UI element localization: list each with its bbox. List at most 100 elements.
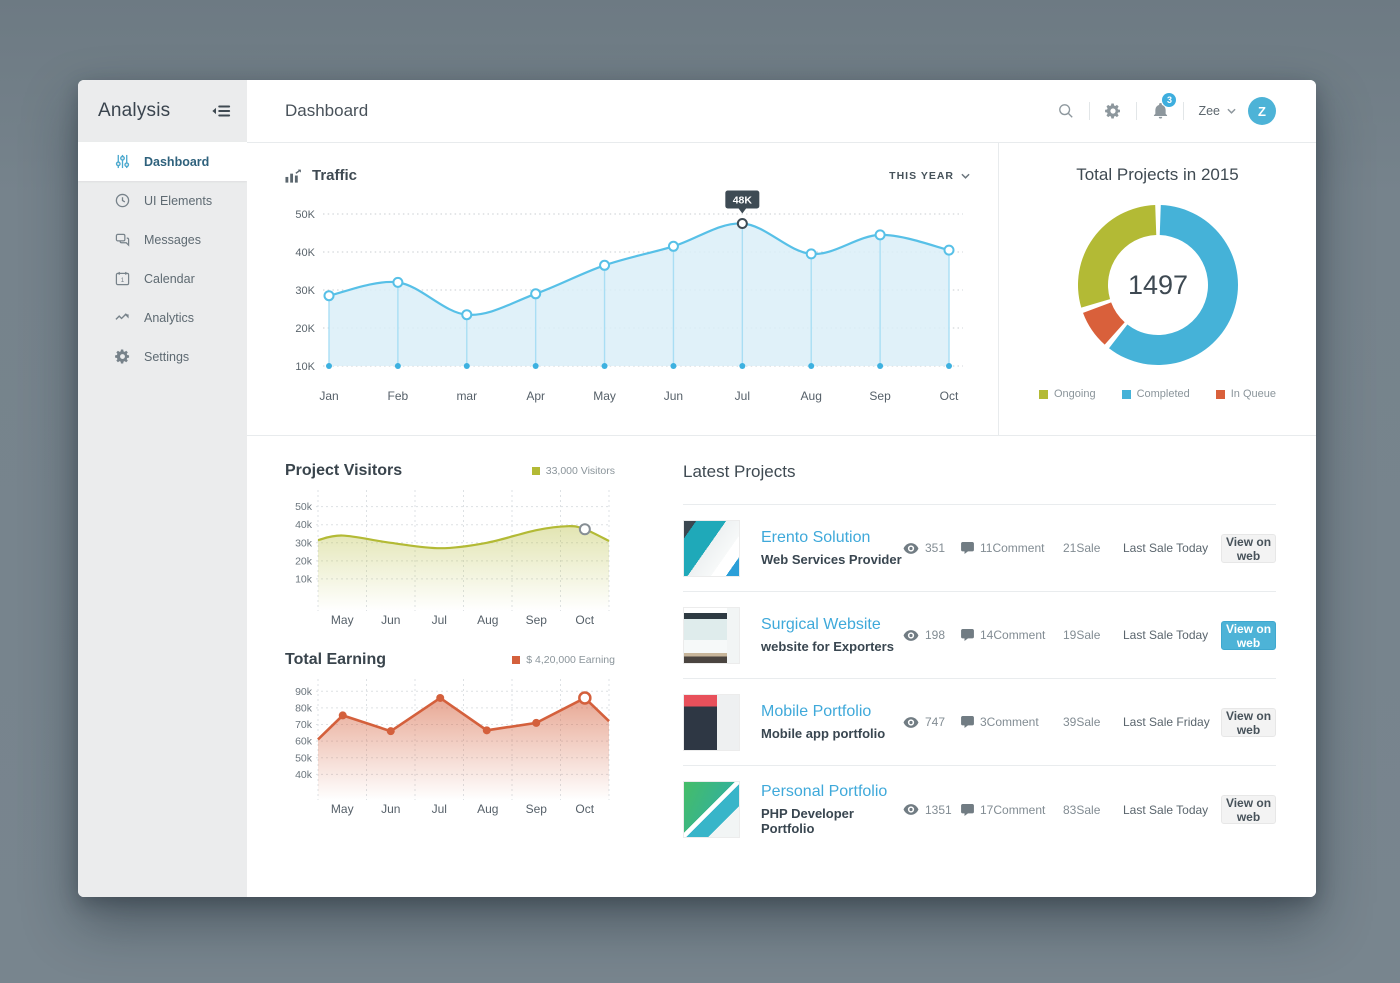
- svg-text:60k: 60k: [295, 736, 313, 748]
- sale-count: 19Sale: [1063, 628, 1101, 642]
- svg-text:Jun: Jun: [664, 389, 683, 403]
- time-range-label: THIS YEAR: [889, 169, 954, 182]
- settings-button[interactable]: [1098, 96, 1128, 126]
- svg-text:70k: 70k: [295, 719, 313, 731]
- project-description: PHP Developer Portfolio: [761, 806, 854, 836]
- project-row: Surgical Website website for Exporters 1…: [683, 592, 1276, 679]
- svg-text:20k: 20k: [295, 555, 313, 567]
- comments-stat: 3Comment: [961, 715, 1063, 729]
- chevron-down-icon: [1227, 108, 1236, 114]
- top-header: Dashboard 3 Zee: [247, 80, 1316, 143]
- comments-stat: 14Comment: [961, 628, 1063, 642]
- sidebar-item-ui-elements[interactable]: UI Elements: [78, 181, 247, 220]
- svg-text:Sep: Sep: [869, 389, 891, 403]
- project-description: Mobile app portfolio: [761, 726, 886, 741]
- project-thumbnail[interactable]: [683, 606, 740, 664]
- svg-text:Apr: Apr: [526, 389, 545, 403]
- project-name-link[interactable]: Erento Solution: [761, 529, 871, 546]
- sidebar-header: Analysis: [78, 80, 247, 142]
- clock-icon: [114, 193, 130, 209]
- sale-count: 83Sale: [1063, 802, 1101, 817]
- sidebar: Analysis Dashboard UI Elements Messages 1 Ca…: [78, 80, 247, 897]
- sidebar-item-dashboard[interactable]: Dashboard: [78, 142, 247, 181]
- search-button[interactable]: [1051, 96, 1081, 126]
- project-thumbnail[interactable]: [683, 693, 740, 751]
- svg-text:90k: 90k: [295, 686, 313, 698]
- sale-count: 39Sale: [1063, 715, 1101, 729]
- views-count: 1351: [925, 802, 952, 817]
- user-name: Zee: [1198, 104, 1220, 118]
- legend-swatch: [1039, 389, 1048, 399]
- sidebar-item-label: Calendar: [144, 271, 195, 286]
- svg-text:Jan: Jan: [319, 389, 338, 403]
- svg-text:Jul: Jul: [735, 389, 750, 403]
- view-on-web-button[interactable]: View on web: [1221, 707, 1276, 737]
- comment-icon: [961, 629, 974, 641]
- project-info: Erento Solution Web Services Provider: [761, 529, 903, 567]
- project-thumbnail[interactable]: [683, 519, 740, 577]
- legend-label: Completed: [1136, 388, 1190, 400]
- view-on-web-button[interactable]: View on web: [1221, 795, 1276, 824]
- comments-count: 14Comment: [980, 628, 1046, 642]
- legend-label: Ongoing: [1054, 388, 1096, 400]
- comments-count: 11Comment: [980, 541, 1045, 555]
- svg-text:48K: 48K: [733, 195, 753, 207]
- project-info: Personal Portfolio PHP Developer Portfol…: [761, 783, 903, 836]
- comment-icon: [961, 803, 974, 816]
- project-name-link[interactable]: Mobile Portfolio: [761, 703, 872, 720]
- svg-text:80k: 80k: [295, 702, 313, 714]
- page-title: Dashboard: [285, 101, 369, 120]
- legend-swatch: [1215, 389, 1225, 399]
- legend-label: In Queue: [1230, 388, 1276, 400]
- sidebar-item-settings[interactable]: Settings: [78, 337, 247, 376]
- eye-icon: [903, 716, 919, 728]
- sidebar-item-messages[interactable]: Messages: [78, 220, 247, 259]
- svg-text:Jul: Jul: [432, 802, 447, 816]
- header-divider: [1089, 102, 1091, 120]
- total-projects-donut-chart: 1497: [1070, 185, 1246, 378]
- sidebar-item-calendar[interactable]: 1 Calendar: [78, 259, 247, 298]
- donut-legend: Ongoing Completed In Queue: [999, 388, 1316, 400]
- sidebar-collapse-button[interactable]: [211, 104, 231, 118]
- sidebar-item-label: Analytics: [144, 310, 195, 325]
- svg-text:20K: 20K: [295, 323, 315, 335]
- total-earning-chart: 40k 50k 60k 70k 80k 90k May Jun Jul Aug Sep Oct: [285, 673, 650, 830]
- legend-item-in-queue: In Queue: [1215, 388, 1276, 400]
- sliders-icon: [114, 154, 130, 170]
- collapse-menu-icon: [212, 105, 231, 117]
- latest-projects-list: Erento Solution Web Services Provider 35…: [683, 505, 1276, 853]
- project-thumbnail[interactable]: [683, 781, 740, 838]
- header-divider: [1136, 102, 1138, 120]
- last-sale-label: Last Sale Today: [1123, 628, 1209, 642]
- legend-item-ongoing: Ongoing: [1039, 388, 1096, 400]
- main-area: Dashboard 3 Zee: [247, 80, 1316, 897]
- svg-text:Aug: Aug: [477, 613, 498, 627]
- views-count: 198: [925, 628, 946, 642]
- notifications-button[interactable]: 3: [1145, 93, 1177, 126]
- view-on-web-button[interactable]: View on web: [1221, 620, 1276, 650]
- sidebar-item-label: UI Elements: [144, 193, 213, 208]
- svg-text:Sep: Sep: [526, 802, 548, 816]
- svg-text:Oct: Oct: [575, 613, 594, 627]
- svg-text:mar: mar: [456, 389, 477, 403]
- latest-projects-panel: Latest Projects Erento Solution Web Serv…: [650, 436, 1316, 897]
- gear-icon: [1105, 103, 1121, 119]
- view-on-web-button[interactable]: View on web: [1221, 533, 1276, 563]
- user-dropdown[interactable]: Zee: [1198, 104, 1236, 118]
- views-stat: 747: [903, 715, 961, 729]
- legend-swatch: [512, 656, 521, 664]
- calendar-icon: 1: [114, 271, 130, 287]
- header-divider: [1183, 102, 1185, 120]
- project-name-link[interactable]: Personal Portfolio: [761, 783, 888, 800]
- time-range-dropdown[interactable]: THIS YEAR: [889, 170, 970, 182]
- avatar[interactable]: Z: [1248, 97, 1276, 125]
- legend-swatch: [531, 467, 540, 475]
- svg-text:May: May: [331, 613, 354, 627]
- sidebar-item-analytics[interactable]: Analytics: [78, 298, 247, 337]
- views-count: 747: [925, 715, 946, 729]
- project-name-link[interactable]: Surgical Website: [761, 616, 881, 633]
- last-sale-label: Last Sale Today: [1123, 802, 1209, 817]
- views-count: 351: [925, 541, 946, 555]
- brand-title: Analysis: [98, 100, 171, 121]
- project-visitors-panel: Project Visitors 33,000 Visitors 10k 20k 3…: [285, 462, 650, 641]
